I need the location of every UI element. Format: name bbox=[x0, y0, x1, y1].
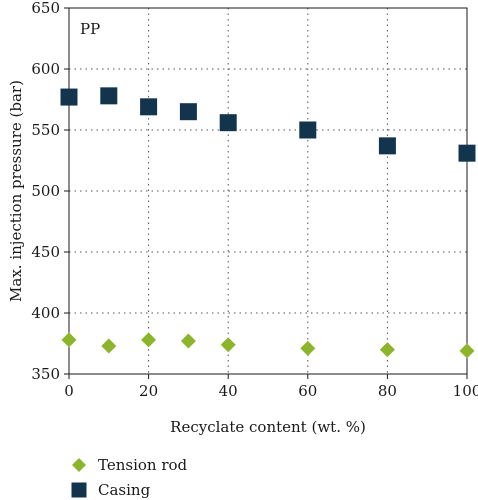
data-point-casing bbox=[458, 144, 476, 162]
series-tension-rod bbox=[61, 332, 475, 359]
y-tick-label: 550 bbox=[31, 121, 60, 139]
x-tick-label: 80 bbox=[378, 382, 397, 400]
y-tick-label: 450 bbox=[31, 243, 60, 261]
data-point-casing bbox=[60, 88, 78, 106]
y-tick-label: 500 bbox=[31, 182, 60, 200]
legend-marker-casing bbox=[71, 482, 87, 498]
y-axis-title: Max. injection pressure (bar) bbox=[7, 80, 25, 302]
data-point-casing bbox=[100, 87, 118, 105]
legend-marker-tension-rod bbox=[72, 458, 86, 472]
legend-item-tension-rod: Tension rod bbox=[72, 456, 188, 474]
data-point-tension-rod bbox=[61, 332, 77, 348]
x-tick-label: 20 bbox=[139, 382, 158, 400]
axis-ticks: 0 20 40 60 80 100 350 400 450 500 550 600 650 bbox=[31, 0, 478, 400]
legend-item-casing: Casing bbox=[71, 481, 151, 499]
y-tick-label: 650 bbox=[31, 0, 60, 17]
x-tick-label: 60 bbox=[298, 382, 317, 400]
legend-label-tension-rod: Tension rod bbox=[98, 456, 188, 474]
data-point-casing bbox=[179, 103, 197, 121]
legend: Tension rod Casing bbox=[71, 456, 188, 499]
annotation-label: PP bbox=[80, 20, 100, 38]
x-tick-label: 0 bbox=[64, 382, 74, 400]
y-tick-label: 400 bbox=[31, 304, 60, 322]
x-axis-title: Recyclate content (wt. %) bbox=[170, 418, 366, 436]
legend-label-casing: Casing bbox=[98, 481, 151, 499]
y-tick-label: 350 bbox=[31, 365, 60, 383]
data-point-tension-rod bbox=[141, 332, 157, 348]
data-point-casing bbox=[378, 137, 396, 155]
x-tick-label: 40 bbox=[219, 382, 238, 400]
data-point-casing bbox=[140, 98, 158, 116]
data-point-tension-rod bbox=[379, 342, 395, 358]
data-point-tension-rod bbox=[180, 333, 196, 349]
series-casing bbox=[60, 87, 476, 162]
data-point-tension-rod bbox=[300, 340, 316, 356]
series bbox=[60, 87, 476, 359]
data-point-casing bbox=[299, 121, 317, 139]
y-tick-label: 600 bbox=[31, 60, 60, 78]
x-tick-label: 100 bbox=[453, 382, 478, 400]
grid bbox=[69, 8, 467, 374]
data-point-tension-rod bbox=[459, 343, 475, 359]
data-point-tension-rod bbox=[101, 338, 117, 354]
data-point-casing bbox=[219, 114, 237, 132]
data-point-tension-rod bbox=[220, 337, 236, 353]
